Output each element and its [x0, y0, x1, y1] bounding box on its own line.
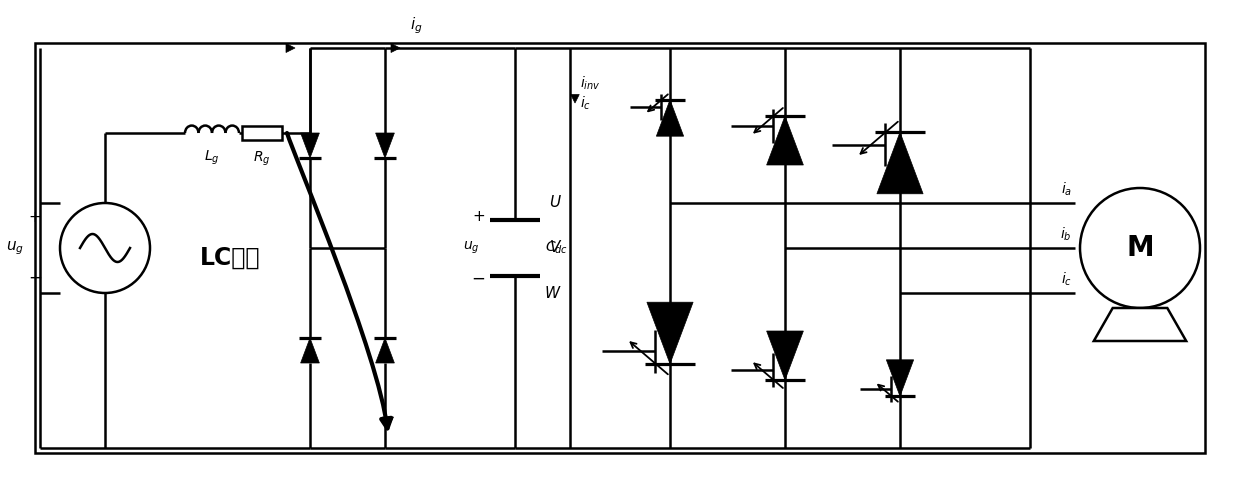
Polygon shape [570, 95, 579, 103]
Text: W: W [544, 285, 560, 301]
Text: LC振荡: LC振荡 [200, 246, 260, 270]
Text: V: V [549, 241, 560, 256]
FancyArrowPatch shape [286, 133, 391, 428]
Polygon shape [877, 132, 923, 194]
Text: $i_g$: $i_g$ [410, 16, 423, 36]
Polygon shape [647, 302, 693, 364]
Text: $L_g$: $L_g$ [205, 149, 219, 167]
Polygon shape [766, 331, 804, 380]
Text: $R_g$: $R_g$ [253, 150, 270, 168]
Polygon shape [376, 338, 394, 363]
Text: $i_c$: $i_c$ [1061, 271, 1073, 288]
Polygon shape [766, 116, 804, 165]
Text: −: − [471, 270, 485, 288]
Text: +: + [472, 209, 485, 224]
Polygon shape [286, 43, 295, 53]
Text: −: − [29, 269, 42, 287]
Polygon shape [300, 133, 320, 158]
Text: $i_a$: $i_a$ [1060, 181, 1073, 198]
Text: $C_{dc}$: $C_{dc}$ [546, 240, 568, 256]
Polygon shape [656, 100, 683, 136]
Polygon shape [887, 360, 914, 396]
Polygon shape [391, 43, 401, 53]
Text: M: M [1126, 234, 1153, 262]
Text: $i_c$: $i_c$ [580, 94, 591, 112]
Circle shape [1080, 188, 1200, 308]
Polygon shape [300, 338, 320, 363]
Text: $i_b$: $i_b$ [1060, 225, 1073, 243]
Text: +: + [29, 210, 41, 225]
Polygon shape [382, 417, 393, 428]
Text: $u_g$: $u_g$ [464, 240, 480, 256]
Text: $i_{inv}$: $i_{inv}$ [580, 74, 600, 92]
Polygon shape [376, 133, 394, 158]
Bar [242, 126, 281, 140]
Polygon shape [1094, 308, 1187, 341]
Bar [35, 43, 1205, 453]
Text: $u_g$: $u_g$ [6, 239, 24, 257]
Text: U: U [549, 196, 560, 210]
